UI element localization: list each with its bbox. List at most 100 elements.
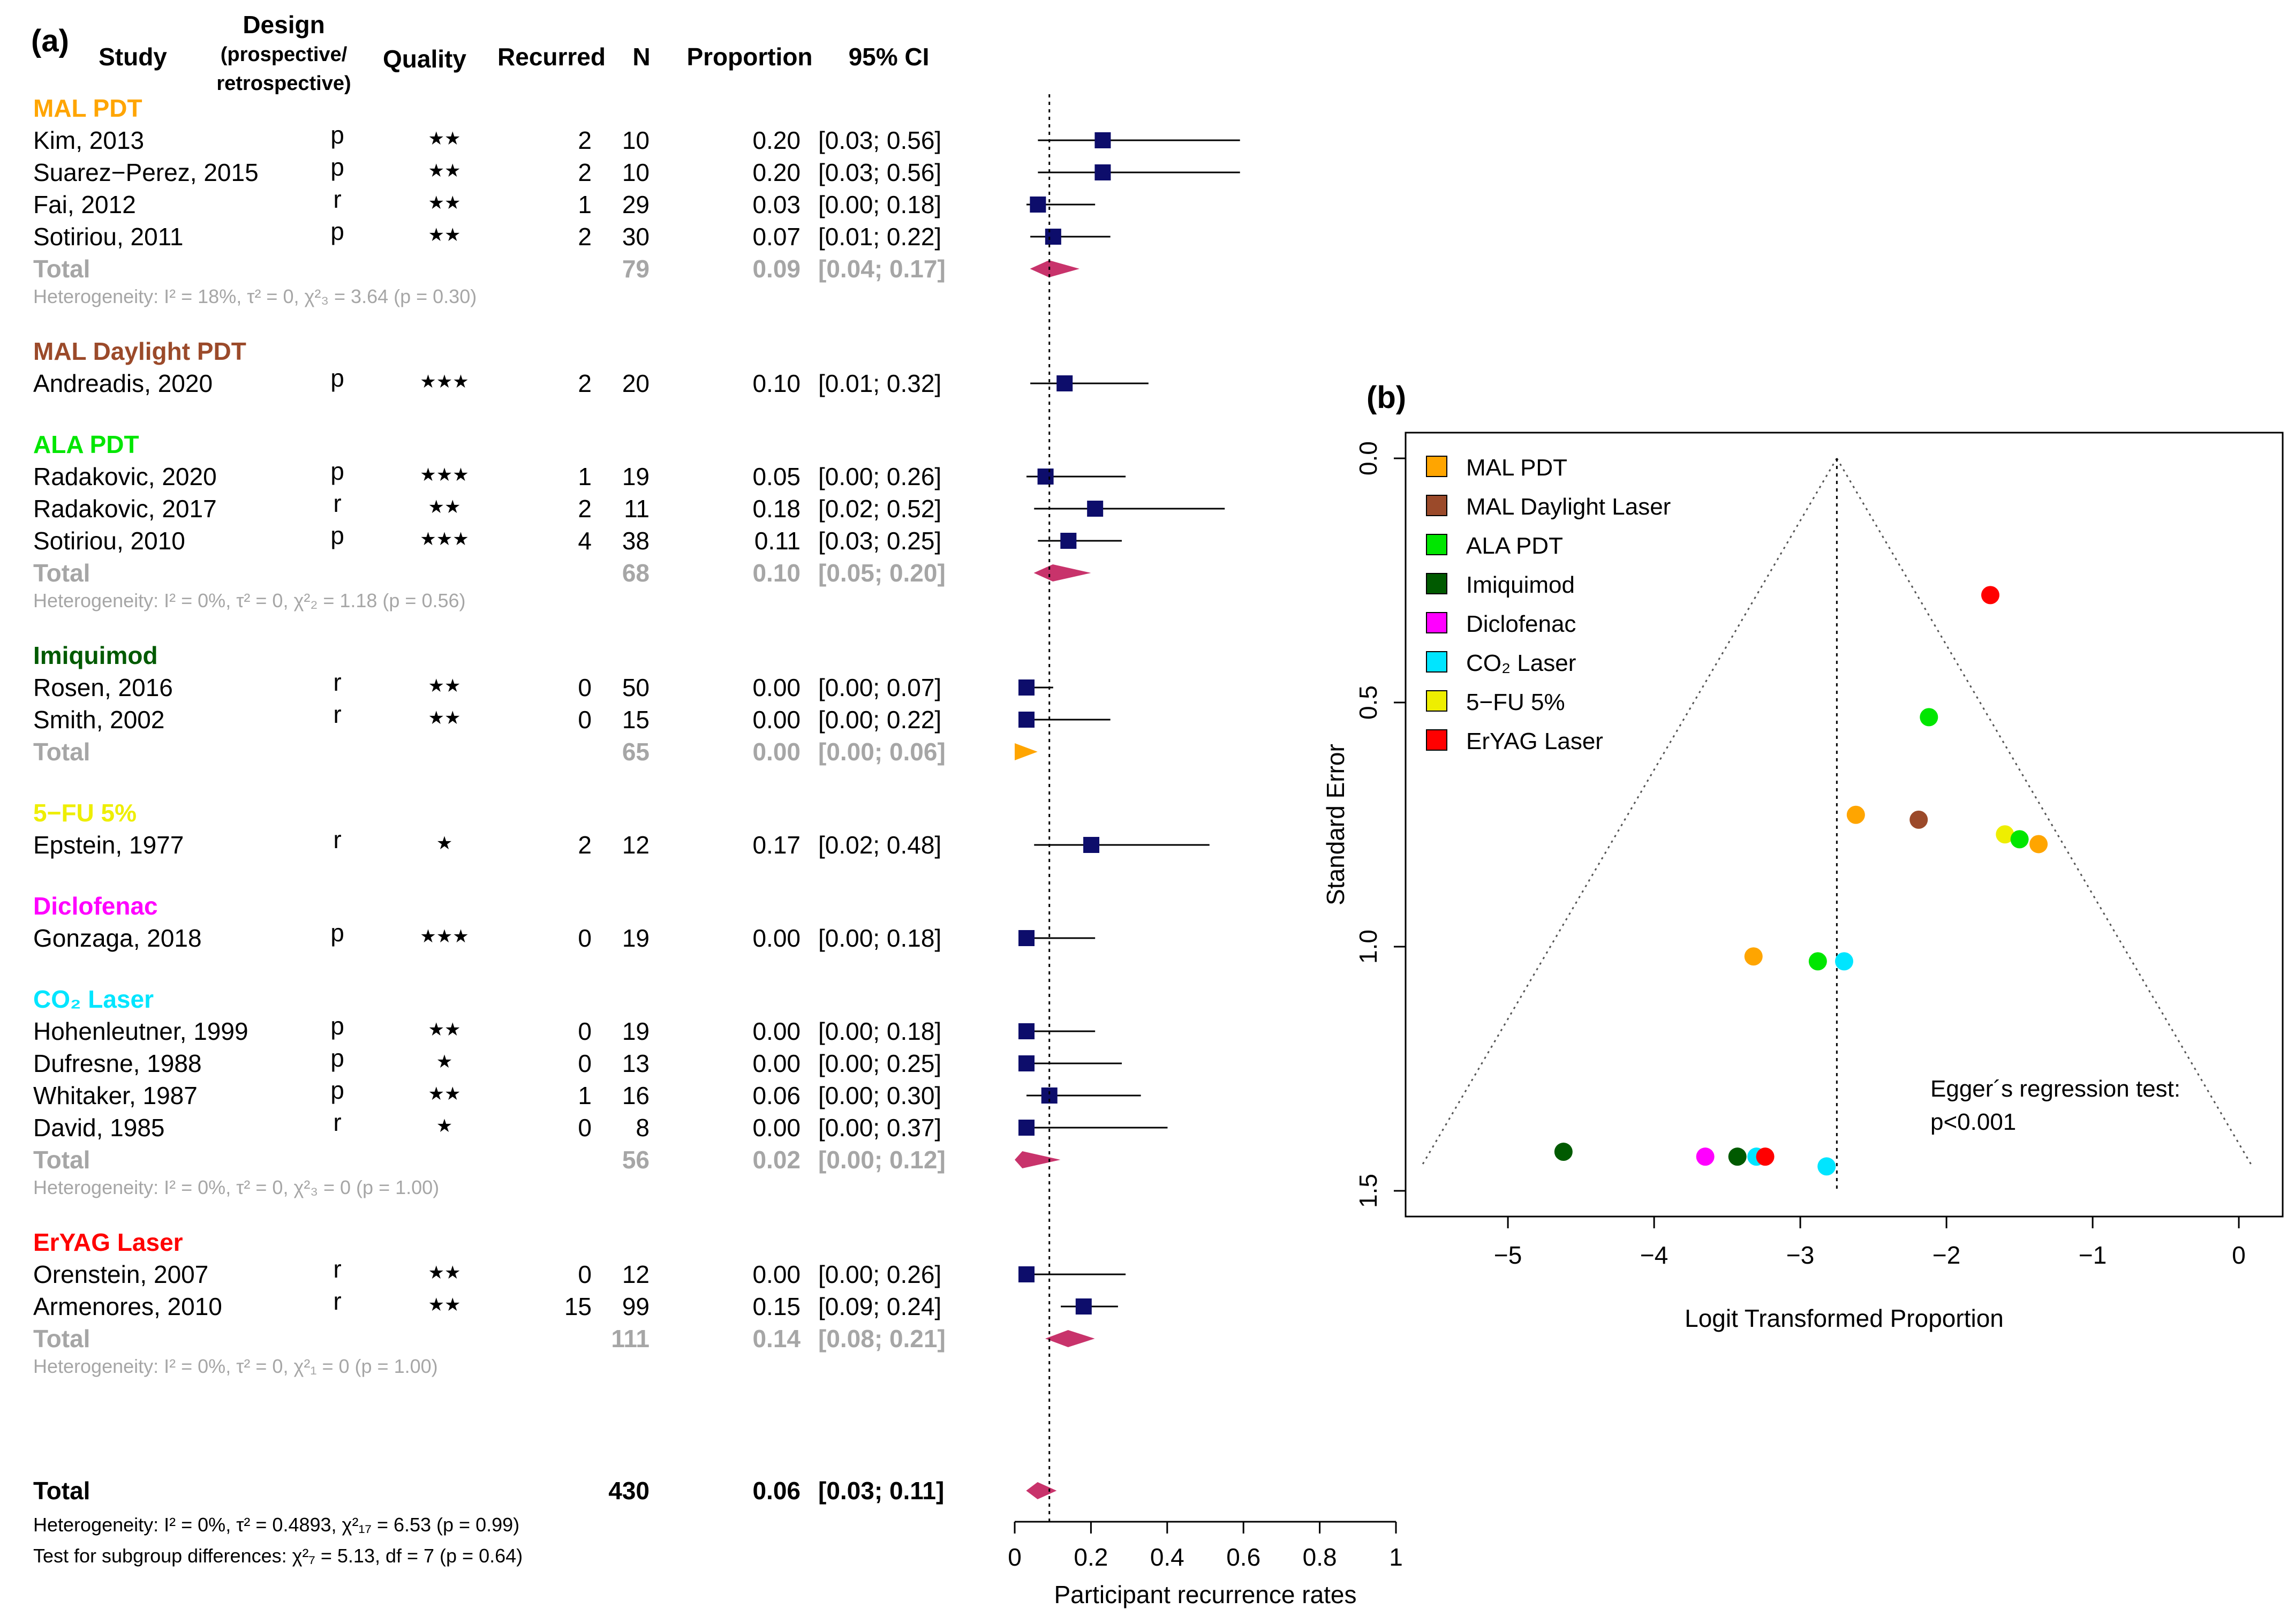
funnel-x-tick-label: 0	[2232, 1241, 2246, 1269]
study-proportion: 0.00	[752, 1114, 801, 1142]
panel-b-label: (b)	[1367, 380, 1406, 415]
study-quality: ★★	[428, 1019, 461, 1040]
study-name: Sotiriou, 2010	[33, 527, 185, 555]
study-recurred: 2	[578, 495, 592, 523]
study-n: 19	[622, 924, 650, 952]
overall-total-ci: [0.03; 0.11]	[818, 1477, 944, 1505]
funnel-point	[1808, 952, 1827, 971]
study-name: Orenstein, 2007	[33, 1260, 208, 1288]
study-name: Whitaker, 1987	[33, 1082, 198, 1109]
study-name: Radakovic, 2020	[33, 463, 217, 490]
group-total-proportion: 0.02	[752, 1146, 801, 1174]
group-total-n: 111	[611, 1325, 650, 1353]
egger-test-p-value: p<0.001	[1930, 1109, 2016, 1135]
study-n: 29	[622, 191, 650, 218]
study-point	[1083, 837, 1100, 853]
study-proportion: 0.00	[752, 1049, 801, 1077]
funnel-point	[1744, 947, 1763, 966]
study-quality: ★★	[428, 129, 461, 149]
study-quality: ★★	[428, 225, 461, 245]
study-name: Rosen, 2016	[33, 674, 173, 701]
study-quality: ★★★	[420, 926, 469, 947]
study-point	[1037, 469, 1054, 485]
funnel-x-tick-label: −1	[2079, 1241, 2107, 1269]
study-name: Suarez−Perez, 2015	[33, 158, 259, 186]
study-ci: [0.02; 0.48]	[818, 831, 941, 859]
group-title: MAL Daylight PDT	[33, 337, 246, 365]
study-point	[1094, 132, 1111, 148]
study-quality: ★★★	[420, 372, 469, 392]
study-point	[1018, 1266, 1035, 1282]
study-proportion: 0.07	[752, 223, 801, 251]
group-total-label: Total	[33, 1146, 90, 1174]
study-point	[1060, 533, 1077, 549]
group-title: MAL PDT	[33, 94, 142, 122]
study-name: Sotiriou, 2011	[33, 223, 183, 251]
study-quality: ★	[436, 833, 452, 853]
funnel-point	[2029, 835, 2048, 853]
forest-x-tick-label: 1	[1389, 1543, 1403, 1571]
study-quality: ★★	[428, 161, 461, 181]
study-proportion: 0.00	[752, 706, 801, 734]
study-point	[1030, 197, 1046, 213]
study-ci: [0.01; 0.22]	[818, 223, 941, 251]
study-quality: ★★★	[420, 465, 469, 485]
study-design: r	[333, 1108, 341, 1136]
study-ci: [0.00; 0.22]	[818, 706, 941, 734]
funnel-x-tick-label: −3	[1786, 1241, 1814, 1269]
funnel-point	[1817, 1157, 1836, 1176]
group-heterogeneity: Heterogeneity: I² = 0%, τ² = 0, χ²₂ = 1.…	[33, 590, 466, 611]
study-quality: ★★	[428, 193, 461, 213]
legend-swatch	[1426, 612, 1447, 633]
study-point	[1087, 501, 1104, 517]
study-n: 15	[622, 706, 650, 734]
study-point	[1018, 679, 1035, 696]
study-recurred: 0	[578, 1049, 592, 1077]
group-title: ALA PDT	[33, 430, 139, 458]
funnel-x-axis-label: Logit Transformed Proportion	[1685, 1304, 2004, 1332]
group-total-label: Total	[33, 1325, 90, 1353]
study-n: 19	[622, 463, 650, 490]
study-recurred: 1	[578, 191, 592, 218]
funnel-point	[1909, 810, 1928, 829]
group-total-ci: [0.08; 0.21]	[818, 1325, 946, 1353]
funnel-y-tick-label: 1.0	[1354, 930, 1382, 964]
funnel-y-axis-label: Standard Error	[1322, 744, 1349, 905]
study-name: Fai, 2012	[33, 191, 136, 218]
group-total-n: 79	[622, 255, 650, 283]
group-title: Diclofenac	[33, 892, 158, 920]
group-total-ci: [0.04; 0.17]	[818, 255, 946, 283]
study-n: 20	[622, 369, 650, 397]
header-study: Study	[99, 43, 167, 71]
group-heterogeneity: Heterogeneity: I² = 0%, τ² = 0, χ²₃ = 0 …	[33, 1176, 439, 1198]
group-total-diamond	[1030, 260, 1080, 277]
study-point	[1018, 1055, 1035, 1071]
group-total-ci: [0.05; 0.20]	[818, 559, 946, 587]
legend-swatch	[1426, 729, 1447, 751]
study-ci: [0.09; 0.24]	[818, 1293, 941, 1320]
study-quality: ★	[436, 1116, 452, 1136]
study-ci: [0.00; 0.26]	[818, 463, 941, 490]
study-design: r	[333, 1255, 341, 1283]
group-total-proportion: 0.14	[752, 1325, 801, 1353]
study-ci: [0.00; 0.18]	[818, 924, 941, 952]
study-point	[1075, 1298, 1092, 1315]
study-design: r	[333, 668, 341, 696]
group-title: Imiquimod	[33, 641, 158, 669]
legend-swatch	[1426, 534, 1447, 555]
group-total-n: 56	[622, 1146, 650, 1174]
funnel-point	[1835, 952, 1853, 971]
study-recurred: 2	[578, 126, 592, 154]
study-quality: ★★	[428, 497, 461, 517]
header-ci: 95% CI	[849, 43, 930, 71]
legend-swatch	[1426, 690, 1447, 712]
study-design: p	[330, 217, 344, 245]
study-name: Armenores, 2010	[33, 1293, 222, 1320]
study-recurred: 4	[578, 527, 592, 555]
overall-total-diamond	[1026, 1482, 1057, 1499]
funnel-plot-frame	[1405, 432, 2284, 1218]
study-recurred: 2	[578, 369, 592, 397]
study-proportion: 0.15	[752, 1293, 801, 1320]
legend-swatch	[1426, 573, 1447, 594]
study-recurred: 2	[578, 158, 592, 186]
